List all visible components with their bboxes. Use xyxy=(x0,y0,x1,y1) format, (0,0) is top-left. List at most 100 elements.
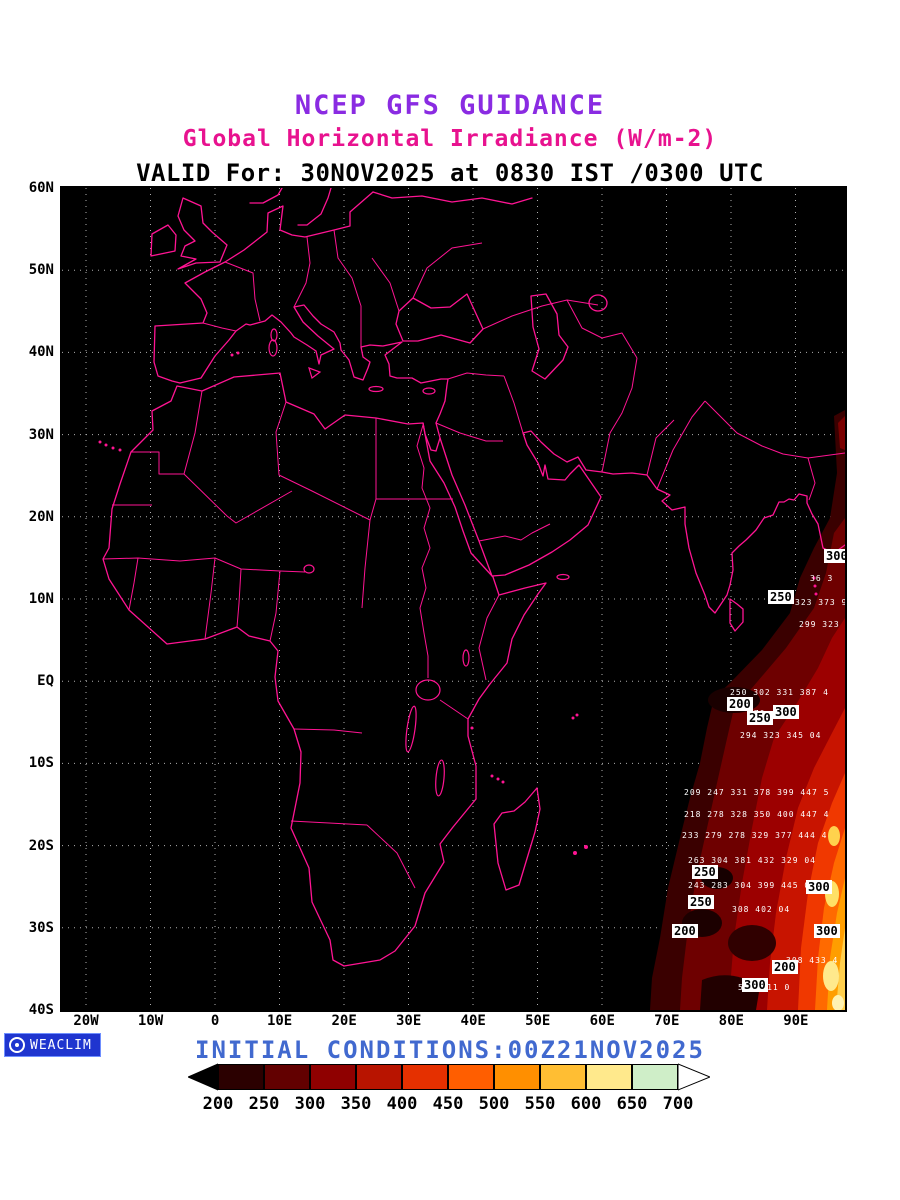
latitude-tick-label: 40S xyxy=(28,1001,54,1018)
ireland-coastline xyxy=(150,224,177,257)
colorbar-tick: 650 xyxy=(616,1094,648,1114)
contour-label: 300 xyxy=(773,705,799,719)
gridpoint-values: 233 279 278 329 377 444 4 xyxy=(682,831,828,840)
colorbar-tick: 250 xyxy=(248,1094,280,1114)
mediterranean-north-coastline xyxy=(179,304,449,424)
longitude-axis: 20W 10W 0 10E 20E 30E 40E 50E 60E 70E 80E 90E xyxy=(66,1013,816,1029)
contour-label: 250 xyxy=(692,865,718,879)
contour-labels-layer: 300 250 200 250 300 250 300 250 200 300 200 300 xyxy=(62,188,845,1010)
latitude-tick-label: 30S xyxy=(28,919,54,936)
aral-sea xyxy=(588,294,608,312)
longitude-tick-label: 40E xyxy=(460,1013,486,1029)
nile-river xyxy=(416,424,431,678)
latitude-axis: 60N 50N 40N 30N 20N 10N EQ 10S 20S 30S 40S xyxy=(0,180,54,1018)
gridpoint-values: 263 304 381 432 329 04 xyxy=(688,856,816,865)
initial-conditions-line: INITIAL CONDITIONS:00Z21NOV2025 xyxy=(195,1036,705,1064)
colorbar-segment xyxy=(402,1064,448,1090)
gridpoint-values: 323 373 9 xyxy=(795,598,845,607)
contour-label: 250 xyxy=(688,895,714,909)
contour-label: 200 xyxy=(772,960,798,974)
latitude-tick-label: 10S xyxy=(28,755,54,772)
map-annotations: 36 3 323 373 9 299 323 4 250 302 331 387 4 3… xyxy=(62,188,845,1010)
colorbar-segment xyxy=(218,1064,264,1090)
latitude-tick-label: 50N xyxy=(28,262,54,279)
contour-label: 200 xyxy=(727,697,753,711)
colorbar-tick: 300 xyxy=(294,1094,326,1114)
contour-label: 300 xyxy=(806,880,832,894)
latitude-tick-label: 40N xyxy=(28,344,54,361)
gridpoint-values: 308 433 4 xyxy=(786,956,839,965)
contour-label: 300 xyxy=(742,978,768,992)
colorbar-segments xyxy=(218,1064,678,1090)
sinai-coastline xyxy=(422,422,441,452)
weaclim-circle-icon xyxy=(9,1037,25,1053)
colorbar-segment xyxy=(494,1064,540,1090)
colorbar-segment xyxy=(586,1064,632,1090)
colorbar-tick-labels: 200 250 300 350 400 450 500 550 600 650 700 xyxy=(198,1094,698,1114)
arabia-iran-india-coastline xyxy=(439,430,845,614)
colorbar-tick: 550 xyxy=(524,1094,556,1114)
gridpoint-values: 36 3 xyxy=(810,574,834,583)
longitude-tick-label: 80E xyxy=(718,1013,744,1029)
longitude-tick-label: 30E xyxy=(396,1013,422,1029)
sweden-coastline xyxy=(297,188,332,226)
latitude-tick-label: 20S xyxy=(28,837,54,854)
gridpoint-values: 299 323 4 xyxy=(799,620,845,629)
longitude-tick-label: 70E xyxy=(654,1013,680,1029)
colorbar-segment xyxy=(264,1064,310,1090)
latitude-tick-label: EQ xyxy=(37,673,54,690)
colorbar-tick: 600 xyxy=(570,1094,602,1114)
colorbar-segment xyxy=(448,1064,494,1090)
colorbar-tick: 500 xyxy=(478,1094,510,1114)
caspian-sea-coastline xyxy=(530,293,569,380)
longitude-tick-label: 20W xyxy=(73,1013,99,1029)
norway-coastline xyxy=(249,188,283,204)
gridpoint-values: 294 323 345 04 xyxy=(740,731,822,740)
colorbar-segment xyxy=(356,1064,402,1090)
contour-label: 300 xyxy=(824,549,845,563)
colorbar xyxy=(188,1063,710,1091)
colorbar-segment xyxy=(632,1064,678,1090)
colorbar-right-arrow-icon xyxy=(678,1063,710,1091)
colorbar-tick: 700 xyxy=(662,1094,694,1114)
sri-lanka-coastline xyxy=(729,598,744,632)
colorbar-tick: 450 xyxy=(432,1094,464,1114)
longitude-tick-label: 0 xyxy=(210,1013,220,1029)
black-sea-coastline xyxy=(395,293,484,344)
gridpoint-values: 250 302 331 387 4 xyxy=(730,688,829,697)
islands-lakes-layer xyxy=(98,328,818,855)
contour-label: 300 xyxy=(814,924,840,938)
contour-label: 250 xyxy=(747,711,773,725)
page-title: NCEP GFS GUIDANCE xyxy=(294,90,606,121)
map-canvas: 36 3 323 373 9 299 323 4 250 302 331 387 4 3… xyxy=(60,186,847,1012)
longitude-tick-label: 60E xyxy=(589,1013,615,1029)
gridpoint-values: 308 402 04 xyxy=(732,905,791,914)
coastline-layer xyxy=(102,188,845,967)
colorbar-tick: 200 xyxy=(202,1094,234,1114)
gridpoint-values: 218 278 328 350 400 447 4 xyxy=(684,810,830,819)
gridpoint-values: 209 247 331 378 399 447 5 xyxy=(684,788,830,797)
longitude-tick-label: 50E xyxy=(525,1013,551,1029)
longitude-tick-label: 20E xyxy=(331,1013,357,1029)
britain-coastline xyxy=(177,197,228,270)
contour-label: 200 xyxy=(672,924,698,938)
longitude-tick-label: 10W xyxy=(137,1013,164,1029)
colorbar-segment xyxy=(310,1064,356,1090)
contour-label: 250 xyxy=(768,590,794,604)
page-subtitle: Global Horizontal Irradiance (W/m-2) xyxy=(182,126,718,152)
colorbar-left-arrow-icon xyxy=(188,1063,218,1091)
latitude-tick-label: 20N xyxy=(28,508,54,525)
colorbar-segment xyxy=(540,1064,586,1090)
latitude-tick-label: 10N xyxy=(28,590,54,607)
latitude-tick-label: 60N xyxy=(28,180,54,196)
colorbar-tick: 350 xyxy=(340,1094,372,1114)
iberia-west-europe-coastline xyxy=(153,191,374,384)
russia-north-coastline xyxy=(372,191,533,205)
madagascar-coastline xyxy=(493,787,541,891)
colorbar-tick: 400 xyxy=(386,1094,418,1114)
map-graphic xyxy=(62,188,845,1010)
weaclim-logo-text: WEACLIM xyxy=(30,1037,92,1053)
longitude-tick-label: 90E xyxy=(783,1013,809,1029)
latitude-tick-label: 30N xyxy=(28,426,54,443)
